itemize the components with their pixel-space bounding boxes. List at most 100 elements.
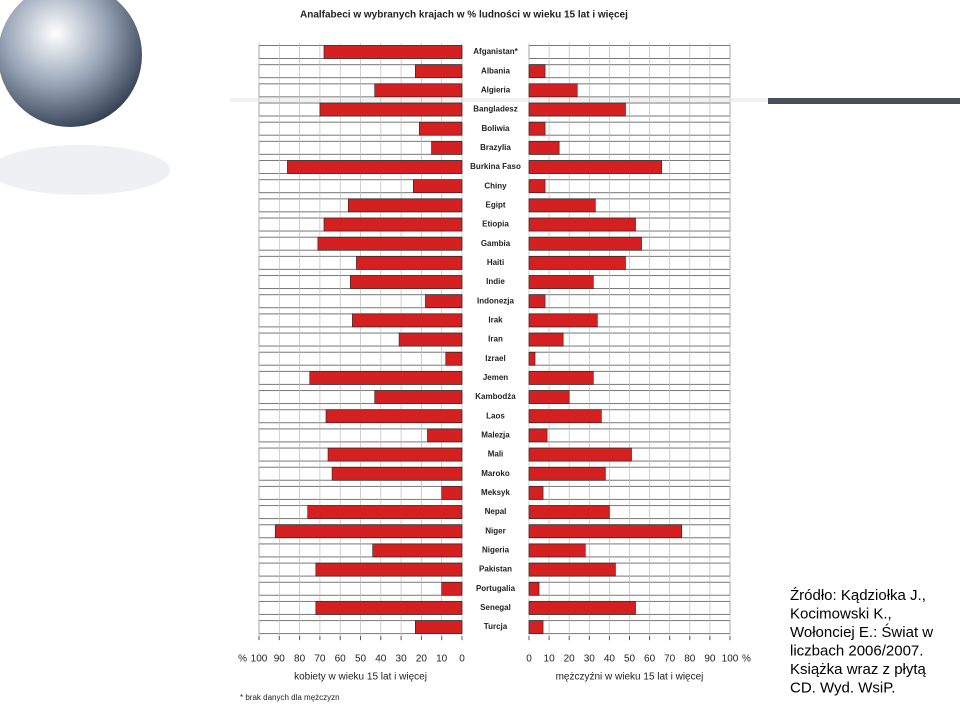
unit-label: % (742, 654, 751, 665)
x-tick-label: 50 (355, 654, 367, 665)
category-label: Afganistan* (473, 47, 518, 56)
bar (528, 543, 586, 558)
bar (528, 179, 546, 193)
bar (374, 83, 463, 98)
bar (419, 121, 463, 136)
bar (528, 198, 596, 213)
source-line: CD. Wyd. WsiP. (790, 680, 895, 697)
category-label: Senegal (480, 603, 511, 612)
bar (528, 428, 548, 443)
category-label: Jemen (483, 373, 508, 382)
bar (528, 601, 636, 615)
source-line: liczbach 2006/2007. (790, 643, 923, 660)
category-label: Irak (488, 315, 503, 324)
bar (441, 581, 463, 596)
category-label: Iran (488, 335, 503, 344)
bar (441, 486, 463, 500)
category-label: Gambia (481, 239, 511, 248)
bar (528, 236, 642, 251)
x-tick-label: 70 (664, 654, 676, 665)
bar (528, 447, 632, 462)
bar (315, 562, 463, 577)
bar (445, 351, 463, 366)
bar (398, 332, 463, 347)
bar (325, 409, 463, 424)
category-label: Boliwia (481, 124, 510, 133)
category-label: Nepal (485, 507, 507, 516)
bar (528, 562, 616, 577)
category-label: Laos (486, 411, 505, 420)
bar (319, 102, 463, 117)
category-label: Indie (486, 277, 505, 286)
x-tick-label: 50 (624, 654, 636, 665)
source-line: Wołonciej E.: Świat w (790, 623, 933, 641)
plot: 0 0 10 10 20 20 30 30 40 40 50 50 60 60 70 70 80 80 90 90 10… (238, 43, 751, 683)
bar (274, 524, 463, 539)
bar (528, 141, 560, 155)
category-label: Etiopia (482, 220, 509, 229)
x-tick-label: 60 (644, 654, 656, 665)
category-label: Egipt (486, 200, 506, 209)
axis-title: kobiety w wieku 15 lat i więcej (294, 672, 427, 683)
bar (425, 294, 463, 309)
axis-title: mężczyźni w wieku 15 lat i więcej (556, 672, 704, 683)
decoration (0, 0, 960, 195)
category-label: Brazylia (480, 143, 511, 152)
category-label: Haiti (487, 258, 504, 267)
bar (317, 236, 463, 251)
x-tick-label: 0 (459, 654, 465, 665)
category-label: Kambodża (475, 392, 516, 401)
bar (528, 64, 546, 78)
bar (528, 409, 602, 424)
bar (348, 198, 463, 213)
x-tick-label: 40 (375, 654, 387, 665)
bar (287, 160, 463, 174)
bar (415, 64, 463, 78)
category-label: Chiny (484, 181, 507, 190)
bar (528, 83, 578, 98)
bar (528, 275, 594, 289)
bar (528, 505, 610, 519)
category-label: Nigeria (482, 546, 510, 555)
x-tick-label: 10 (436, 654, 448, 665)
category-label: Izrael (485, 354, 505, 363)
bar (350, 275, 463, 289)
category-label: Indonezja (477, 296, 514, 305)
x-tick-label: 100 (251, 654, 268, 665)
bar (315, 601, 463, 615)
category-label: Malezja (481, 431, 510, 440)
category-label: Niger (485, 526, 505, 535)
x-tick-label: 20 (416, 654, 428, 665)
bar (528, 121, 546, 136)
bar (431, 141, 463, 155)
bar (528, 294, 546, 309)
x-tick-label: 70 (314, 654, 326, 665)
bar (528, 217, 636, 232)
x-tick-label: 30 (396, 654, 408, 665)
category-label: Albania (481, 66, 510, 75)
bar (372, 543, 463, 558)
source-line: Źródło: Kądziołka J., (790, 587, 926, 604)
bar (528, 581, 540, 596)
bar (528, 160, 662, 174)
bar (323, 217, 463, 232)
category-label: Meksyk (481, 488, 510, 497)
x-tick-label: 100 (722, 654, 739, 665)
x-tick-label: 80 (294, 654, 306, 665)
x-tick-label: 40 (604, 654, 616, 665)
bar (528, 313, 598, 328)
source-line: Książka wraz z płytą (790, 661, 927, 678)
x-tick-label: 0 (526, 654, 532, 665)
bar (331, 466, 463, 481)
category-label: Burkina Faso (470, 162, 521, 171)
bar (528, 332, 564, 347)
bar (528, 256, 626, 270)
x-tick-label: 80 (684, 654, 696, 665)
bar (374, 390, 463, 404)
bar (309, 371, 463, 385)
bar (427, 428, 463, 443)
category-label: Algieria (481, 85, 511, 94)
bar (528, 486, 544, 500)
bar (528, 524, 683, 539)
x-tick-label: 90 (704, 654, 716, 665)
